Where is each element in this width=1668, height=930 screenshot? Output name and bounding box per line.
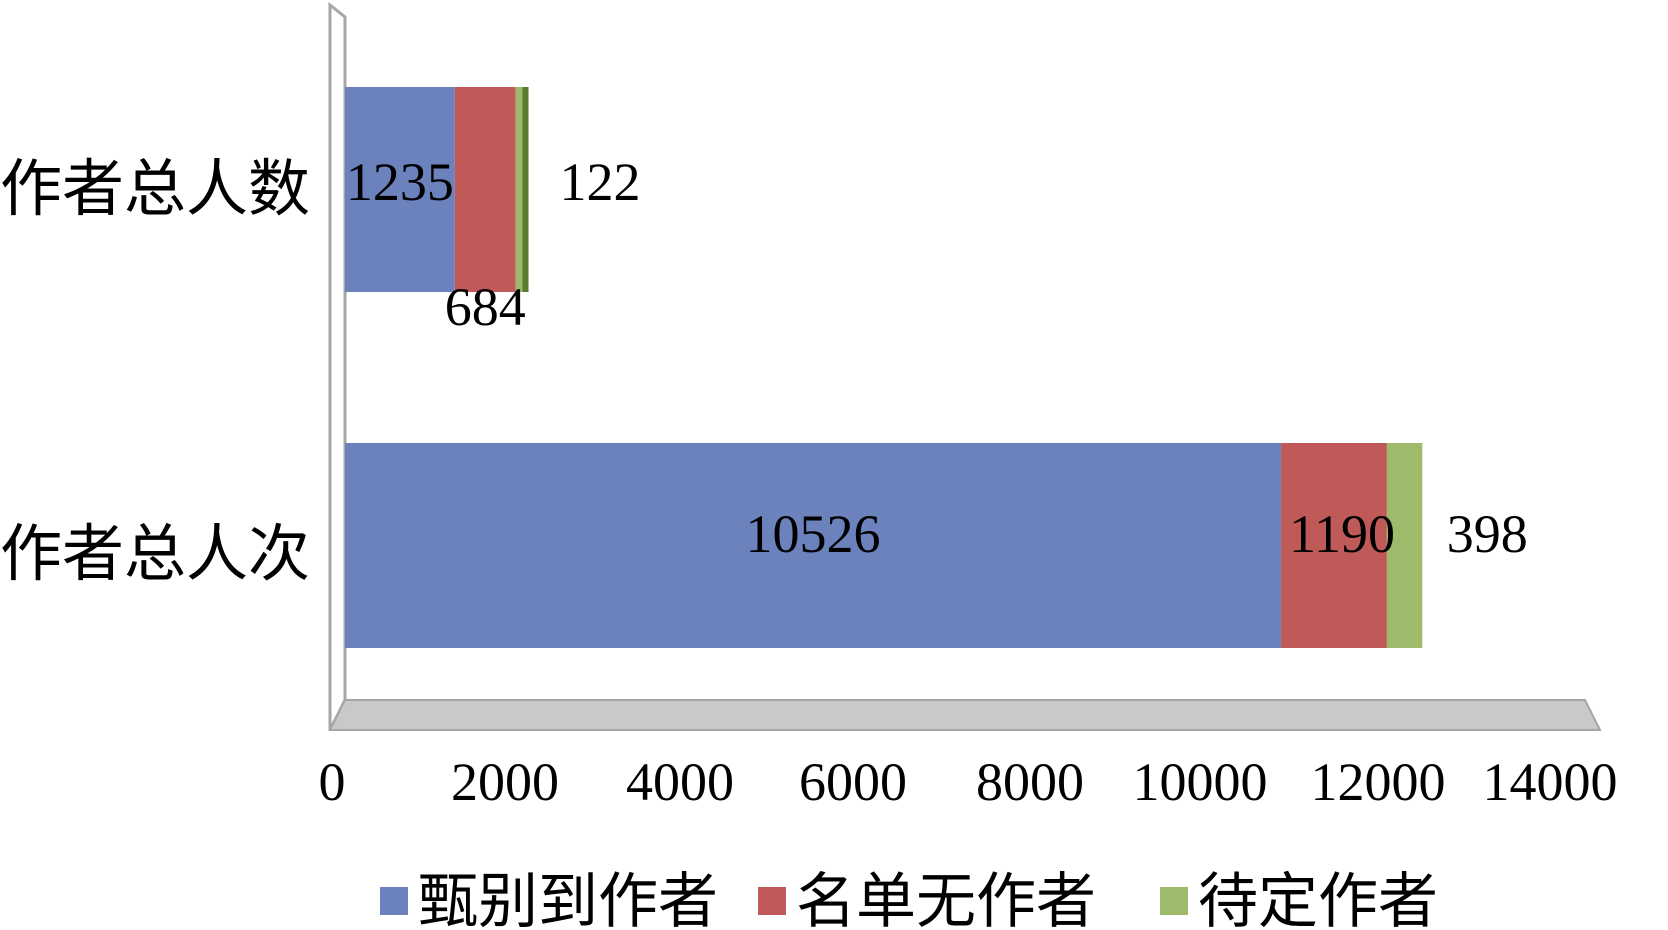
category-label: 作者总人数 — [0, 152, 310, 225]
legend-label: 待定作者 — [1198, 867, 1438, 930]
x-tick-label: 0 — [319, 752, 346, 812]
data-label: 1190 — [1289, 504, 1395, 564]
bar-segment — [345, 87, 455, 292]
x-tick-group: 0 2000 4000 6000 8000 10000 12000 14000 — [319, 752, 1618, 812]
data-label-group: 1235 684 122 10526 1190 398 — [346, 152, 1528, 564]
legend-label: 名单无作者 — [796, 867, 1096, 930]
data-label: 1235 — [346, 152, 454, 212]
data-label: 684 — [445, 277, 526, 337]
x-tick-label: 6000 — [799, 752, 907, 812]
bar-segment — [1281, 443, 1387, 648]
bar-segment — [345, 443, 1282, 648]
data-label: 10526 — [746, 504, 881, 564]
back-wall — [328, 1, 347, 731]
x-tick-label: 4000 — [626, 752, 734, 812]
x-tick-label: 10000 — [1133, 752, 1268, 812]
data-label: 122 — [560, 152, 641, 212]
legend: 甄别到作者 名单无作者 待定作者 — [380, 867, 1438, 930]
legend-swatch — [380, 887, 408, 915]
floor — [328, 699, 1602, 731]
legend-label: 甄别到作者 — [418, 867, 718, 930]
legend-swatch — [1160, 887, 1188, 915]
x-tick-label: 14000 — [1483, 752, 1618, 812]
category-label: 作者总人次 — [0, 517, 310, 590]
data-label: 398 — [1447, 504, 1528, 564]
x-tick-label: 12000 — [1311, 752, 1446, 812]
x-tick-label: 8000 — [976, 752, 1084, 812]
bar-segment — [515, 87, 527, 292]
legend-swatch — [758, 887, 786, 915]
bar-group — [345, 87, 1423, 648]
x-tick-label: 2000 — [451, 752, 559, 812]
bar-segment — [1386, 443, 1423, 648]
bar-end-shade — [522, 87, 529, 292]
bar-segment — [454, 87, 516, 292]
